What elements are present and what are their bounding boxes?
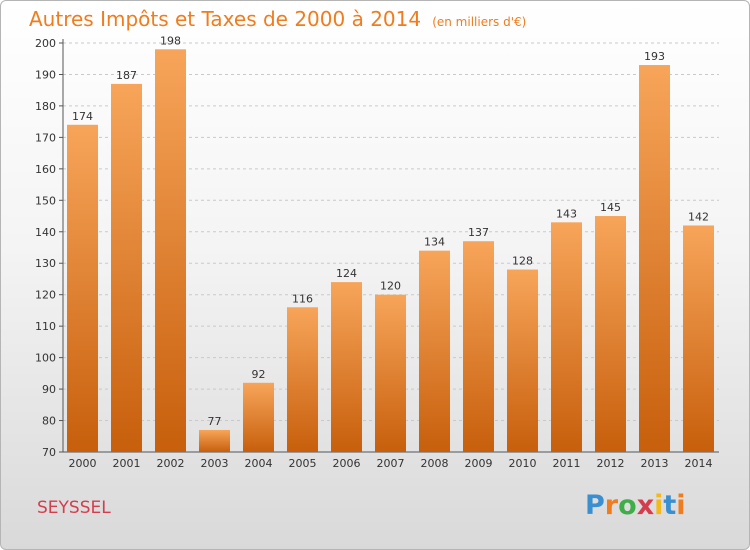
y-tick-label: 130 xyxy=(35,257,56,270)
x-tick-label-2004: 2004 xyxy=(245,457,273,470)
x-tick-label-2008: 2008 xyxy=(421,457,449,470)
y-tick-label: 110 xyxy=(35,320,56,333)
y-tick-label: 120 xyxy=(35,289,56,302)
bar-2001 xyxy=(111,83,142,453)
logo-letter: t xyxy=(663,490,677,521)
bar-2003 xyxy=(199,429,230,452)
data-labels: 174 187 198 77 92 116 124 120 134 137 128 143 145 193… xyxy=(72,34,709,428)
x-tick-label-2007: 2007 xyxy=(377,457,405,470)
chart-title: Autres Impôts et Taxes de 2000 à 2014 (e… xyxy=(29,7,526,31)
bar-2010 xyxy=(507,269,538,452)
y-tick-label: 160 xyxy=(35,163,56,176)
y-tick-label: 100 xyxy=(35,352,56,365)
x-tick-label-2001: 2001 xyxy=(113,457,141,470)
data-label-2004: 92 xyxy=(252,368,266,381)
bar-2007 xyxy=(375,294,406,452)
y-tick-label: 150 xyxy=(35,194,56,207)
x-tick-label-2011: 2011 xyxy=(553,457,581,470)
logo-letter: i xyxy=(676,490,686,521)
bar-2014 xyxy=(683,225,714,452)
bar-2011 xyxy=(551,222,582,452)
data-label-2001: 187 xyxy=(116,69,137,82)
bar-2004 xyxy=(243,382,274,452)
data-label-2010: 128 xyxy=(512,255,533,268)
x-tick-label-2013: 2013 xyxy=(641,457,669,470)
bars xyxy=(67,49,714,453)
y-tick-label: 200 xyxy=(35,37,56,50)
x-tick-labels: 2000 2001 2002 2003 2004 2005 2006 2007 2008 2009… xyxy=(69,457,713,470)
chart-title-main: Autres Impôts et Taxes de 2000 à 2014 xyxy=(29,7,422,31)
bar-2013 xyxy=(639,65,670,453)
chart-subtitle: (en milliers d'€) xyxy=(432,15,527,29)
logo-letter: x xyxy=(636,490,655,521)
logo-letter: i xyxy=(654,490,664,521)
x-tick-label-2005: 2005 xyxy=(289,457,317,470)
x-tick-label-2003: 2003 xyxy=(201,457,229,470)
y-tick-label: 90 xyxy=(42,383,56,396)
data-label-2014: 142 xyxy=(688,210,709,223)
y-tick-label: 170 xyxy=(35,131,56,144)
data-label-2011: 143 xyxy=(556,207,577,220)
data-label-2005: 116 xyxy=(292,292,313,305)
bar-2012 xyxy=(595,216,626,452)
bar-2006 xyxy=(331,282,362,452)
data-label-2009: 137 xyxy=(468,226,489,239)
x-tick-label-2009: 2009 xyxy=(465,457,493,470)
logo-letter: r xyxy=(604,490,619,521)
y-tick-labels: 70 80 90 100 110 120 130 140 150 160 170 180 190 200 xyxy=(35,37,56,459)
x-tick-label-2006: 2006 xyxy=(333,457,361,470)
data-label-2003: 77 xyxy=(208,415,222,428)
data-label-2013: 193 xyxy=(644,50,665,63)
data-label-2007: 120 xyxy=(380,280,401,293)
x-tick-label-2000: 2000 xyxy=(69,457,97,470)
x-tick-label-2012: 2012 xyxy=(597,457,625,470)
data-label-2012: 145 xyxy=(600,201,621,214)
bar-2009 xyxy=(463,241,494,452)
commune-name: SEYSSEL xyxy=(37,498,111,518)
x-tick-label-2002: 2002 xyxy=(157,457,185,470)
bar-2000 xyxy=(67,124,98,453)
proxiti-logo: Proxiti xyxy=(585,490,686,521)
data-label-2006: 124 xyxy=(336,267,357,280)
y-tick-label: 140 xyxy=(35,226,56,239)
data-label-2002: 198 xyxy=(160,34,181,47)
y-tick-label: 70 xyxy=(42,446,56,459)
bar-2005 xyxy=(287,307,318,452)
bar-2002 xyxy=(155,49,186,453)
bar-2008 xyxy=(419,250,450,452)
data-label-2000: 174 xyxy=(72,110,93,123)
y-tick-label: 190 xyxy=(35,68,56,81)
x-tick-label-2010: 2010 xyxy=(509,457,537,470)
data-label-2008: 134 xyxy=(424,236,445,249)
y-tick-label: 80 xyxy=(42,415,56,428)
x-tick-label-2014: 2014 xyxy=(685,457,713,470)
y-tick-label: 180 xyxy=(35,100,56,113)
logo-letter: P xyxy=(585,490,605,521)
logo-letter: o xyxy=(618,490,637,521)
